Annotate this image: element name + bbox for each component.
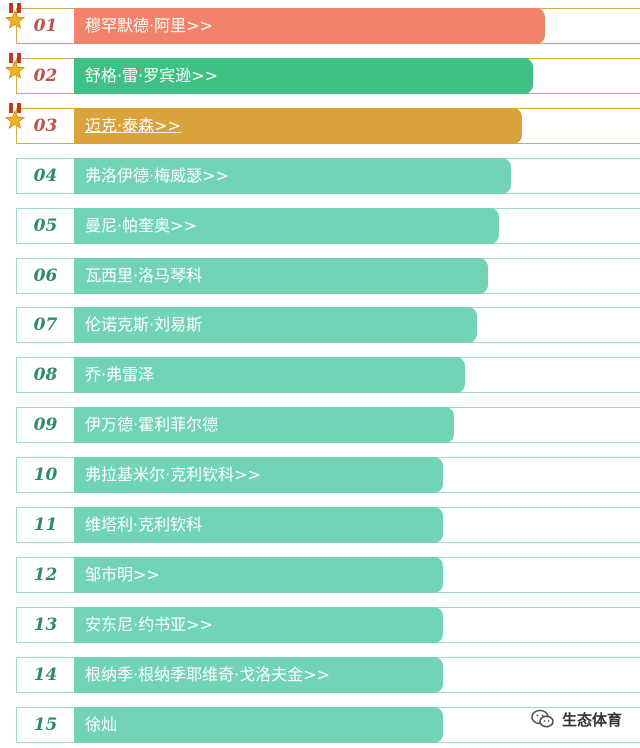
ranking-row: 08 乔·弗雷泽 xyxy=(16,357,640,393)
athlete-bar[interactable]: 弗洛伊德·梅威瑟>> xyxy=(74,158,511,194)
wechat-icon xyxy=(531,709,554,728)
watermark: 生态体育 xyxy=(530,706,622,732)
rank-number: 03 xyxy=(33,116,58,136)
athlete-name-link[interactable]: 伦诺克斯·刘易斯 xyxy=(85,315,203,334)
ranking-row: 11 维塔利·克利钦科 xyxy=(16,507,640,543)
watermark-text: 生态体育 xyxy=(561,710,622,729)
athlete-bar[interactable]: 乔·弗雷泽 xyxy=(74,357,465,393)
ranking-row: 03 迈克·泰森>> xyxy=(5,103,640,144)
athlete-bar[interactable]: 根纳季·根纳季耶维奇·戈洛夫金>> xyxy=(74,657,443,693)
ranking-row: 06 瓦西里·洛马琴科 xyxy=(16,258,640,294)
rank-number: 15 xyxy=(33,715,58,735)
athlete-bar[interactable]: 徐灿 xyxy=(74,707,443,743)
rank-number: 02 xyxy=(33,66,58,86)
ranking-row: 13 安东尼·约书亚>> xyxy=(16,607,640,643)
athlete-name-link[interactable]: 迈克·泰森>> xyxy=(85,116,181,135)
rank-number: 11 xyxy=(33,515,58,535)
athlete-name-link[interactable]: 根纳季·根纳季耶维奇·戈洛夫金>> xyxy=(85,665,330,684)
ranking-row: 02 舒格·雷·罗宾逊>> xyxy=(5,53,640,94)
rank-number: 05 xyxy=(33,216,58,236)
rank-number: 07 xyxy=(33,315,58,335)
ranking-row: 04 弗洛伊德·梅威瑟>> xyxy=(16,158,640,194)
athlete-name-link[interactable]: 乔·弗雷泽 xyxy=(85,365,155,384)
athlete-name-link[interactable]: 穆罕默德·阿里>> xyxy=(85,16,213,35)
athlete-name-link[interactable]: 瓦西里·洛马琴科 xyxy=(85,266,203,285)
rank-number: 13 xyxy=(33,615,58,635)
athlete-name-link[interactable]: 弗洛伊德·梅威瑟>> xyxy=(85,166,229,185)
medal-icon xyxy=(5,53,25,79)
ranking-row: 14 根纳季·根纳季耶维奇·戈洛夫金>> xyxy=(16,657,640,693)
ranking-row: 01 穆罕默德·阿里>> xyxy=(5,3,640,44)
athlete-bar[interactable]: 邹市明>> xyxy=(74,557,443,593)
rank-number: 09 xyxy=(33,415,58,435)
ranking-row: 12 邹市明>> xyxy=(16,557,640,593)
athlete-name-link[interactable]: 邹市明>> xyxy=(85,565,160,584)
athlete-name-link[interactable]: 安东尼·约书亚>> xyxy=(85,615,213,634)
rank-number: 10 xyxy=(33,465,58,485)
ranking-row: 07 伦诺克斯·刘易斯 xyxy=(16,307,640,343)
athlete-bar[interactable]: 穆罕默德·阿里>> xyxy=(74,8,545,44)
athlete-name-link[interactable]: 舒格·雷·罗宾逊>> xyxy=(85,66,218,85)
athlete-name-link[interactable]: 曼尼·帕奎奥>> xyxy=(85,216,197,235)
rank-number: 12 xyxy=(33,565,58,585)
athlete-bar[interactable]: 弗拉基米尔·克利钦科>> xyxy=(74,457,443,493)
ranking-row: 05 曼尼·帕奎奥>> xyxy=(16,208,640,244)
medal-icon xyxy=(5,103,25,129)
athlete-bar[interactable]: 迈克·泰森>> xyxy=(74,108,522,144)
ranking-row: 10 弗拉基米尔·克利钦科>> xyxy=(16,457,640,493)
athlete-name-link[interactable]: 伊万德·霍利菲尔德 xyxy=(85,415,219,434)
rank-number: 01 xyxy=(33,16,58,36)
athlete-bar[interactable]: 维塔利·克利钦科 xyxy=(74,507,443,543)
athlete-bar[interactable]: 伦诺克斯·刘易斯 xyxy=(74,307,477,343)
medal-icon xyxy=(5,3,25,29)
athlete-bar[interactable]: 舒格·雷·罗宾逊>> xyxy=(74,58,533,94)
athlete-bar[interactable]: 安东尼·约书亚>> xyxy=(74,607,443,643)
athlete-bar[interactable]: 瓦西里·洛马琴科 xyxy=(74,258,488,294)
rank-number: 04 xyxy=(33,166,58,186)
rank-number: 14 xyxy=(33,665,58,685)
rank-number: 06 xyxy=(33,266,58,286)
ranking-row: 15 徐灿 xyxy=(16,707,640,743)
athlete-bar[interactable]: 伊万德·霍利菲尔德 xyxy=(74,407,454,443)
athlete-name-link[interactable]: 徐灿 xyxy=(85,715,118,734)
athlete-name-link[interactable]: 弗拉基米尔·克利钦科>> xyxy=(85,465,261,484)
ranking-row: 09 伊万德·霍利菲尔德 xyxy=(16,407,640,443)
athlete-name-link[interactable]: 维塔利·克利钦科 xyxy=(85,515,203,534)
athlete-bar[interactable]: 曼尼·帕奎奥>> xyxy=(74,208,499,244)
rank-number: 08 xyxy=(33,365,58,385)
